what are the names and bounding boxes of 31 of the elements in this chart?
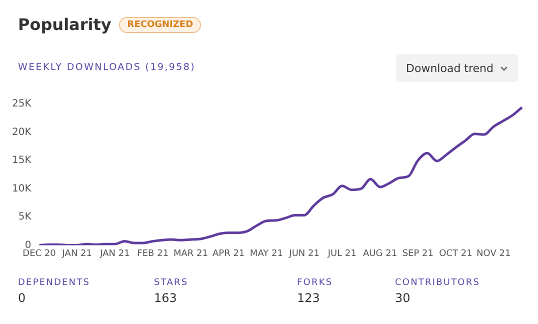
dropdown: Download trend (396, 54, 518, 82)
x-tick-label: JAN 21 (61, 248, 92, 259)
y-tick-label: 0 (24, 240, 32, 251)
x-tick-label: JUN 21 (288, 248, 320, 259)
x-tick-label: MAR 21 (173, 248, 208, 259)
y-tick-label: 20K (12, 126, 32, 138)
text: DEPENDENTS (18, 278, 90, 288)
line-series (38, 106, 524, 246)
text: 123 (297, 291, 321, 305)
y-tick-label: 25K (12, 98, 32, 110)
x-tick-label: OCT 21 (439, 248, 472, 259)
x-tick-label: NOV 21 (476, 248, 511, 259)
text: FORKS (297, 278, 333, 288)
x-tick-label: DEC 20 (22, 248, 56, 259)
chart-title: Popularity (18, 15, 112, 34)
y-tick-label: 15K (12, 155, 32, 166)
text: CONTRIBUTORS (395, 278, 480, 288)
x-tick-label: MAY 21 (250, 248, 283, 259)
x-tick-label: JAN 21 (99, 248, 130, 259)
x-tick-label: FEB 21 (137, 248, 169, 259)
x-tick-label: SEP 21 (402, 248, 434, 259)
y-tick-label: 5K (18, 212, 32, 223)
x-tick-label: AUG 21 (363, 248, 398, 259)
text: RECOGNIZED (119, 16, 202, 32)
text: 163 (154, 291, 178, 305)
chart-subtitle: WEEKLY DOWNLOADS (19,958) (18, 62, 196, 73)
x-tick-label: APR 21 (212, 248, 245, 259)
x-tick-label: JUL 21 (326, 248, 356, 259)
text: STARS (154, 278, 188, 288)
text: 30 (395, 291, 412, 305)
y-tick-label: 10K (12, 183, 32, 194)
